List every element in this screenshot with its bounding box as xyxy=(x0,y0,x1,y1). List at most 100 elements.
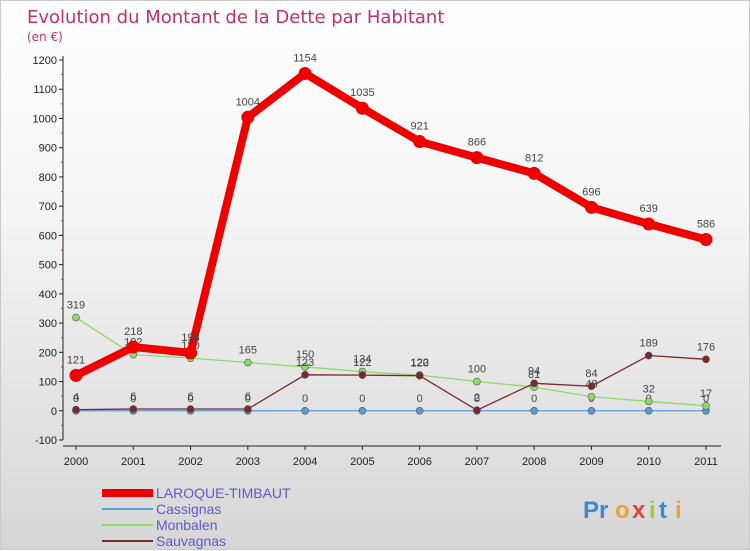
data-label: 1004 xyxy=(236,96,260,108)
series-layer: 0000000000003191921801651501341221008148… xyxy=(67,52,715,415)
y-tick-label: 600 xyxy=(39,230,57,242)
data-label: 165 xyxy=(239,345,257,357)
data-label: 198 xyxy=(181,332,199,344)
data-label: 0 xyxy=(245,393,251,405)
data-label: 0 xyxy=(531,393,537,405)
data-label: 0 xyxy=(302,393,308,405)
data-point xyxy=(244,405,252,413)
data-label: 122 xyxy=(353,357,371,369)
legend-item-sauvagnas: Sauvagnas xyxy=(102,533,226,549)
x-tick-label: 2009 xyxy=(579,456,603,468)
y-tick-label: 800 xyxy=(39,172,57,184)
data-label: 921 xyxy=(410,121,428,133)
data-label: 122 xyxy=(410,357,428,369)
legend-item-cassignas: Cassignas xyxy=(102,501,221,517)
data-label: 6 xyxy=(130,391,136,403)
data-point xyxy=(301,371,309,379)
y-tick-label: 100 xyxy=(39,377,57,389)
x-tick-label: 2003 xyxy=(236,456,260,468)
x-tick-label: 2001 xyxy=(121,456,145,468)
logo-letter: t xyxy=(659,497,667,524)
data-point xyxy=(470,151,484,165)
data-label: 32 xyxy=(643,383,655,395)
data-label: 17 xyxy=(700,388,712,400)
y-tick-label: 900 xyxy=(39,143,57,155)
logo-letter: P xyxy=(583,497,599,524)
data-label: 1035 xyxy=(350,87,374,99)
series-monbalen: 31919218016515013412210081483217 xyxy=(67,300,712,410)
series-line xyxy=(74,69,708,379)
chart-title: Evolution du Montant de la Dette par Hab… xyxy=(27,7,444,28)
logo-letter: o xyxy=(615,497,630,524)
data-point xyxy=(642,217,656,231)
data-point xyxy=(587,382,596,391)
legend-label: LAROQUE-TIMBAUT xyxy=(156,485,291,501)
data-point xyxy=(301,406,309,415)
y-tick-label: 1200 xyxy=(33,55,57,67)
x-tick-label: 2007 xyxy=(465,456,489,468)
data-point xyxy=(702,355,710,364)
data-point xyxy=(644,406,653,415)
x-tick-label: 2004 xyxy=(293,456,317,468)
series-line xyxy=(75,316,707,407)
data-point xyxy=(587,406,596,415)
data-point xyxy=(72,313,80,322)
legend: LAROQUE-TIMBAUTCassignasMonbalenSauvagna… xyxy=(102,485,291,549)
data-point xyxy=(473,377,481,386)
legend-item-laroque-timbaut: LAROQUE-TIMBAUT xyxy=(102,485,291,501)
data-point xyxy=(413,135,427,149)
data-point xyxy=(415,371,424,380)
y-tick-label: 1100 xyxy=(33,84,57,96)
data-label: 150 xyxy=(296,349,314,361)
y-tick-label: 300 xyxy=(39,318,57,330)
data-point xyxy=(415,406,424,415)
data-point xyxy=(72,405,80,414)
x-tick-label: 2010 xyxy=(636,456,660,468)
logo-letter: i xyxy=(675,497,682,524)
y-tick-label: 1000 xyxy=(33,113,57,125)
data-label: 121 xyxy=(67,354,85,366)
y-tick-label: 0 xyxy=(51,406,57,418)
data-point xyxy=(473,406,481,414)
data-point xyxy=(301,363,309,371)
data-point xyxy=(129,405,138,413)
x-tick-label: 2002 xyxy=(178,456,202,468)
data-label: 81 xyxy=(528,369,540,381)
data-point xyxy=(530,379,538,388)
data-point xyxy=(358,371,367,379)
x-tick-label: 2011 xyxy=(694,456,718,468)
data-point xyxy=(530,406,538,415)
axes: -100010020030040050060070080090010001100… xyxy=(33,55,721,468)
series-line xyxy=(75,354,707,411)
data-point xyxy=(244,358,252,367)
data-label: 0 xyxy=(73,393,79,405)
data-label: 6 xyxy=(187,391,193,403)
data-label: 6 xyxy=(245,391,251,403)
legend-item-monbalen: Monbalen xyxy=(102,517,218,533)
data-point xyxy=(527,166,541,180)
data-point xyxy=(358,406,367,415)
data-label: 1154 xyxy=(293,52,317,64)
data-label: 120 xyxy=(410,358,428,370)
data-point xyxy=(699,232,713,246)
data-point xyxy=(355,101,369,115)
data-point xyxy=(186,405,195,413)
data-point xyxy=(241,110,255,124)
data-label: 134 xyxy=(353,354,371,366)
data-label: 218 xyxy=(124,326,142,338)
y-tick-label: 700 xyxy=(39,201,57,213)
legend-label: Cassignas xyxy=(156,501,221,517)
legend-label: Monbalen xyxy=(156,517,218,533)
data-point xyxy=(69,368,83,382)
data-label: 176 xyxy=(697,341,715,353)
data-label: 586 xyxy=(697,218,715,230)
series-cassignas: 000000000000 xyxy=(72,393,710,415)
data-label: 94 xyxy=(528,365,540,377)
data-label: 696 xyxy=(582,186,600,198)
data-point xyxy=(184,346,198,360)
logo-letter: i xyxy=(649,497,656,524)
data-point xyxy=(702,401,710,410)
data-point xyxy=(298,66,312,80)
